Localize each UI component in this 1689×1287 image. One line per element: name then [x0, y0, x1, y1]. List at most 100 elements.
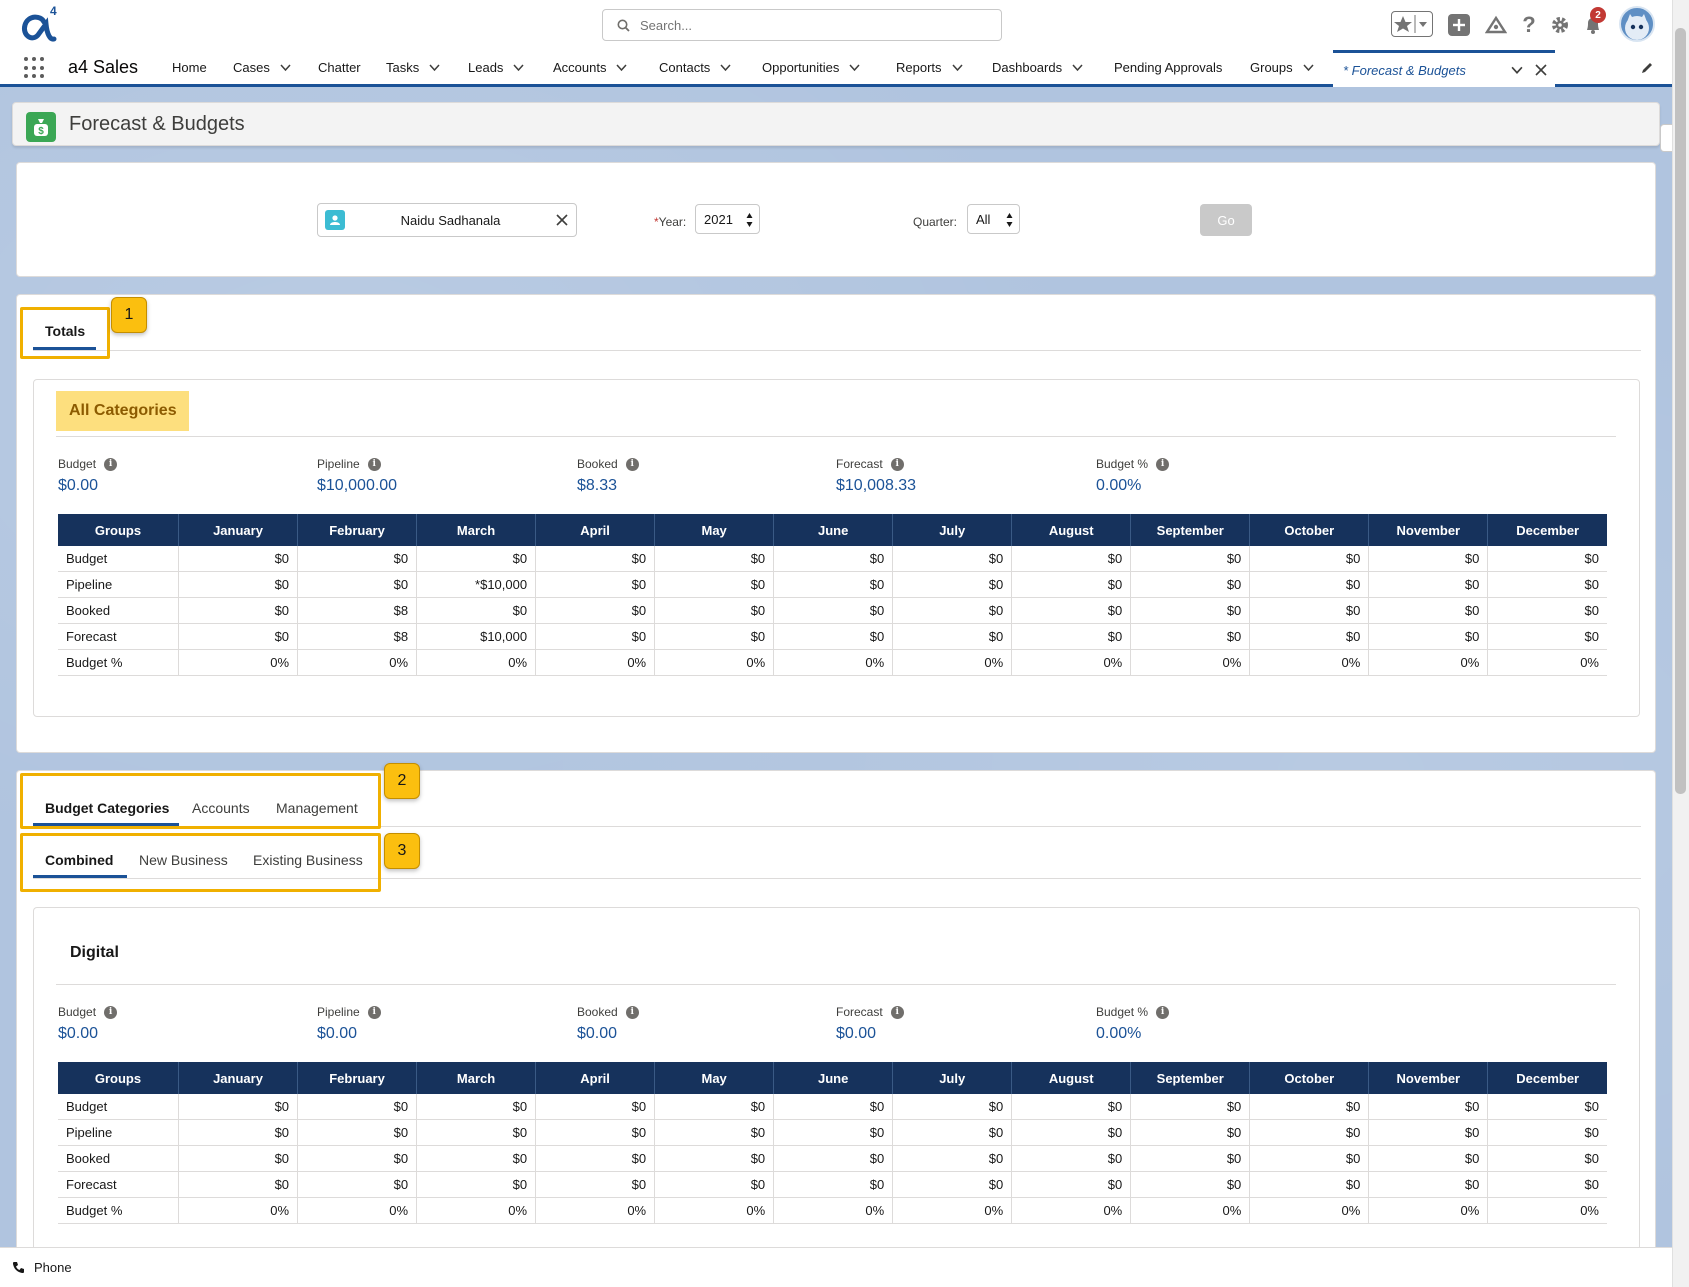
nav-item-home[interactable]: Home — [172, 60, 207, 75]
nav-item-chatter[interactable]: Chatter — [318, 60, 361, 75]
value-cell: $0 — [1368, 1171, 1489, 1198]
nav-item-reports[interactable]: Reports — [896, 60, 963, 75]
nav-item-cases[interactable]: Cases — [233, 60, 291, 75]
utility-phone-item[interactable]: Phone — [12, 1260, 72, 1275]
value-cell: $0 — [1249, 623, 1370, 650]
column-header: September — [1130, 1062, 1251, 1094]
chevron-down-icon[interactable] — [951, 62, 963, 73]
year-select[interactable]: 2021 — [695, 204, 760, 234]
chevron-down-icon[interactable] — [1511, 64, 1523, 76]
value-cell: 0% — [416, 1197, 537, 1224]
nav-item-contacts[interactable]: Contacts — [659, 60, 731, 75]
info-icon[interactable]: i — [625, 1005, 639, 1019]
nav-item-dashboards[interactable]: Dashboards — [992, 60, 1083, 75]
subtab-existing-business[interactable]: Existing Business — [253, 852, 363, 868]
utility-bar: Phone — [0, 1247, 1672, 1287]
chevron-down-icon[interactable] — [429, 62, 440, 73]
nav-label: Contacts — [659, 60, 711, 75]
global-search-input[interactable]: Search... — [602, 9, 1002, 41]
table-row: Budget $0 $0 $0 $0 $0 $0 $0 $0 $0 $0 $0 $0 — [58, 1094, 1607, 1120]
edit-nav-pencil-icon[interactable] — [1640, 61, 1654, 75]
metric-value: $10,008.33 — [836, 477, 917, 494]
trailhead-icon[interactable] — [1484, 14, 1508, 36]
value-cell: $0 — [773, 1119, 894, 1146]
column-header: December — [1487, 514, 1607, 546]
category-section-title: Digital — [70, 944, 119, 961]
value-cell: $0 — [416, 1145, 537, 1172]
chevron-down-icon[interactable] — [1303, 62, 1314, 73]
info-icon[interactable]: i — [104, 1005, 118, 1019]
column-header: March — [416, 514, 537, 546]
info-icon[interactable]: i — [367, 457, 381, 471]
value-cell: $0 — [1368, 571, 1489, 598]
info-icon[interactable]: i — [890, 457, 904, 471]
user-avatar[interactable] — [1619, 6, 1655, 42]
metric-value: $8.33 — [577, 477, 618, 494]
subtab-combined[interactable]: Combined — [45, 852, 114, 868]
nav-item-accounts[interactable]: Accounts — [553, 60, 628, 75]
nav-item-pending-approvals[interactable]: Pending Approvals — [1114, 60, 1222, 75]
chevron-down-icon[interactable] — [720, 62, 731, 73]
column-header: June — [773, 514, 894, 546]
tab-accounts[interactable]: Accounts — [192, 800, 250, 816]
info-icon[interactable]: i — [1156, 457, 1170, 471]
page-scrollbar-thumb[interactable] — [1675, 28, 1686, 794]
selected-user-name: Naidu Sadhanala — [400, 212, 501, 228]
column-header: Groups — [58, 1062, 179, 1094]
value-cell: $0 — [535, 623, 656, 650]
app-launcher-icon[interactable] — [24, 57, 46, 79]
metric-value: 0.00% — [1096, 477, 1142, 494]
info-icon[interactable]: i — [104, 457, 118, 471]
nav-item-opportunities[interactable]: Opportunities — [762, 60, 860, 75]
select-arrows-icon — [746, 213, 753, 227]
close-tab-icon[interactable] — [1535, 64, 1547, 76]
info-icon[interactable]: i — [1156, 1005, 1170, 1019]
utility-side-tab[interactable] — [1660, 124, 1672, 152]
chevron-down-icon[interactable] — [513, 62, 524, 73]
info-icon[interactable]: i — [367, 1005, 381, 1019]
value-cell: $0 — [892, 623, 1013, 650]
quarter-select[interactable]: All — [967, 204, 1020, 234]
value-cell: $0 — [535, 1094, 656, 1120]
metric-budget: Budget i $0.00 — [58, 1005, 118, 1043]
clear-user-icon[interactable] — [556, 214, 568, 226]
help-icon[interactable]: ? — [1522, 12, 1536, 37]
row-label-cell: Forecast — [58, 623, 179, 650]
global-create-icon[interactable] — [1448, 14, 1470, 36]
nav-item-groups[interactable]: Groups — [1250, 60, 1314, 75]
tab-totals[interactable]: Totals — [45, 323, 86, 339]
tab-management[interactable]: Management — [276, 800, 358, 816]
chevron-down-icon[interactable] — [1072, 62, 1083, 73]
info-icon[interactable]: i — [625, 457, 639, 471]
value-cell: $0 — [1368, 623, 1489, 650]
value-cell: $0 — [1249, 546, 1370, 572]
value-cell: $0 — [773, 571, 894, 598]
info-icon[interactable]: i — [890, 1005, 904, 1019]
chevron-down-icon[interactable] — [849, 62, 860, 73]
column-header: June — [773, 1062, 894, 1094]
subtab-divider — [33, 878, 1641, 879]
value-cell: $0 — [416, 546, 537, 572]
nav-item-tasks[interactable]: Tasks — [386, 60, 440, 75]
chevron-down-icon[interactable] — [616, 62, 628, 73]
tab-budget-categories[interactable]: Budget Categories — [45, 800, 170, 816]
value-cell: $0 — [178, 1119, 299, 1146]
setup-gear-icon[interactable] — [1549, 14, 1571, 36]
nav-tab-forecast-budgets[interactable]: * Forecast & Budgets — [1333, 50, 1555, 87]
go-button[interactable]: Go — [1200, 204, 1252, 236]
subtab-new-business[interactable]: New Business — [139, 852, 228, 868]
app-logo[interactable]: 4 — [14, 4, 64, 48]
value-cell: $0 — [1487, 1145, 1607, 1172]
favorites-icon[interactable] — [1391, 11, 1433, 37]
nav-item-leads[interactable]: Leads — [468, 60, 524, 75]
year-label-text: Year: — [658, 215, 687, 229]
app-name: a4 Sales — [68, 57, 139, 77]
metric-label: Budget — [58, 1005, 97, 1019]
column-header: December — [1487, 1062, 1607, 1094]
chevron-down-icon[interactable] — [280, 62, 291, 73]
user-lookup-pill[interactable]: Naidu Sadhanala — [317, 203, 577, 237]
section-divider — [56, 436, 1616, 437]
nav-label: Home — [172, 60, 207, 75]
value-cell: $0 — [1130, 1094, 1251, 1120]
value-cell: $0 — [1011, 546, 1132, 572]
